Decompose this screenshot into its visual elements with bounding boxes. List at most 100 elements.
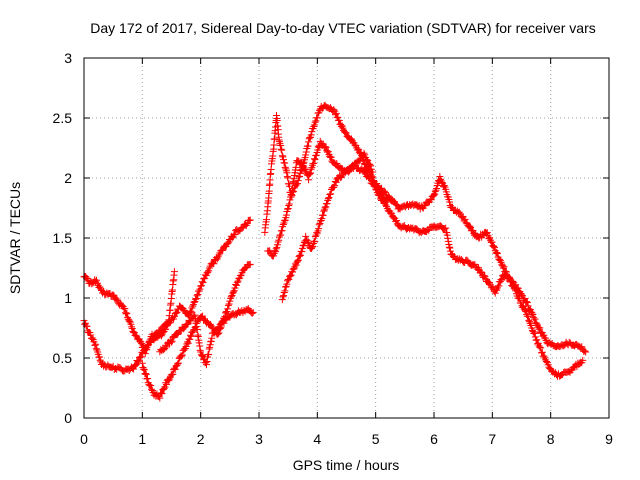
data-point — [227, 293, 235, 301]
data-point — [163, 343, 171, 351]
x-axis-label: GPS time / hours — [293, 457, 400, 473]
data-point — [540, 352, 548, 360]
data-point — [160, 384, 168, 392]
data-point — [276, 140, 284, 148]
data-point — [333, 159, 341, 167]
data-point — [96, 353, 104, 361]
data-point — [197, 282, 205, 290]
data-point — [321, 204, 329, 212]
data-point — [172, 309, 180, 317]
data-point — [171, 365, 179, 373]
data-point — [294, 180, 302, 188]
data-point — [387, 209, 395, 217]
data-point — [319, 211, 327, 219]
data-point — [342, 129, 350, 137]
data-point — [305, 176, 313, 184]
data-point — [304, 142, 312, 150]
data-point — [524, 312, 532, 320]
data-point — [310, 155, 318, 163]
data-point — [173, 308, 181, 316]
data-point — [302, 232, 310, 240]
data-point — [318, 215, 326, 223]
data-point — [310, 123, 318, 131]
data-point — [581, 347, 589, 355]
data-point — [280, 156, 287, 164]
data-point — [198, 351, 206, 359]
data-point — [302, 148, 310, 156]
data-point — [366, 169, 374, 177]
data-point — [313, 114, 321, 122]
data-point — [229, 288, 237, 296]
data-point — [477, 268, 485, 276]
data-point — [173, 331, 181, 339]
data-point — [432, 186, 440, 194]
data-point — [208, 334, 216, 342]
data-point — [360, 149, 368, 157]
data-point — [444, 234, 452, 242]
data-point — [443, 231, 451, 239]
x-tick-label: 0 — [80, 431, 88, 447]
data-point — [277, 231, 285, 239]
data-point — [189, 302, 197, 310]
data-point — [509, 277, 517, 285]
data-point — [490, 243, 498, 251]
data-point — [430, 191, 438, 199]
series-track-8 — [363, 161, 587, 380]
data-point — [286, 272, 294, 280]
data-point — [446, 244, 454, 252]
data-point — [345, 167, 353, 175]
data-point — [280, 288, 288, 296]
y-tick-label: 3 — [64, 50, 72, 66]
data-point — [249, 308, 257, 316]
series-track-3 — [138, 260, 254, 402]
data-point — [325, 194, 333, 202]
data-point — [446, 198, 454, 206]
data-point — [283, 169, 291, 177]
data-point — [364, 157, 372, 165]
series-track-9 — [372, 185, 590, 356]
data-point — [122, 309, 130, 317]
data-point — [307, 131, 315, 139]
data-point — [138, 359, 146, 367]
data-point — [444, 237, 452, 245]
x-tick-label: 5 — [372, 431, 380, 447]
data-point — [204, 268, 212, 276]
data-point — [365, 167, 373, 175]
data-point — [332, 178, 340, 186]
marks-layer — [80, 101, 590, 402]
data-point — [488, 238, 496, 246]
data-point — [205, 345, 213, 353]
x-tick-label: 7 — [488, 431, 496, 447]
data-point — [374, 191, 382, 199]
data-point — [283, 173, 291, 181]
data-point — [514, 284, 522, 292]
data-point — [312, 151, 320, 159]
data-point — [187, 308, 195, 316]
data-point — [198, 278, 206, 286]
data-point — [186, 335, 194, 343]
data-point — [178, 352, 186, 360]
data-point — [87, 331, 95, 339]
data-point — [442, 224, 450, 232]
data-point — [317, 216, 325, 224]
data-point — [344, 168, 352, 176]
data-point — [169, 370, 177, 378]
data-point — [210, 260, 218, 268]
data-point — [367, 162, 375, 170]
data-point — [92, 345, 100, 353]
data-point — [284, 277, 292, 285]
data-point — [284, 205, 292, 213]
data-point — [279, 220, 287, 228]
data-point — [533, 320, 541, 328]
data-point — [194, 291, 202, 299]
data-point — [92, 278, 100, 286]
data-point — [440, 182, 448, 190]
data-point — [199, 279, 207, 287]
data-point — [142, 370, 150, 378]
x-tick-label: 1 — [138, 431, 146, 447]
data-point — [330, 106, 338, 114]
x-tick-label: 4 — [313, 431, 321, 447]
data-point — [324, 195, 332, 203]
x-tick-label: 9 — [605, 431, 613, 447]
data-point — [427, 196, 435, 204]
